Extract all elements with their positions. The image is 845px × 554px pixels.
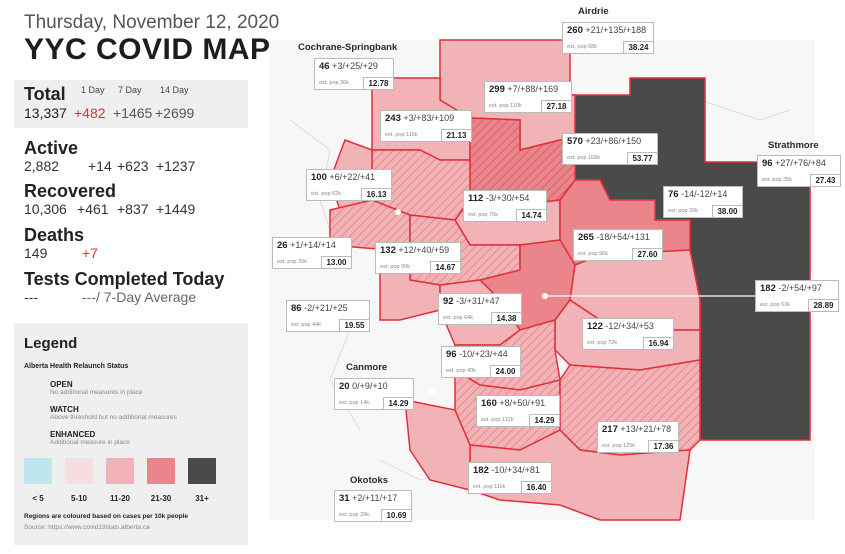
tests-7day-average: ---/ 7-Day Average <box>82 289 197 305</box>
region-label-far-south: 182 -10/+34/+81 est. pop 111k 16.40 <box>468 462 552 494</box>
deaths-label: Deaths <box>24 225 85 245</box>
total-7day-value: +1465 <box>113 105 153 121</box>
town-strathmore: Strathmore <box>768 140 819 151</box>
deaths-value: 149 <box>24 245 48 261</box>
region-label-nw-north: 299 +7/+88/+169 est. pop 110k 27.18 <box>484 81 572 113</box>
legend-note: Regions are coloured based on cases per … <box>24 513 189 520</box>
legend-enhanced-desc: Additional measure in place <box>50 439 130 446</box>
col-14day-header: 14 Day <box>160 85 189 95</box>
region-label-chestermere: 182 -2/+54/+97 est. pop 63k 28.89 <box>755 280 839 312</box>
legend-color-5-10 <box>65 458 93 484</box>
legend-status-title: Alberta Health Relaunch Status <box>24 363 129 370</box>
report-date: Thursday, November 12, 2020 <box>24 12 280 33</box>
region-label-west-bragg: 26 +1/+14/+14 est. pop 20k 13.00 <box>272 237 352 269</box>
legend-cat-lt5: < 5 <box>32 494 44 503</box>
region-label-se-east: 122 -12/+34/+53 est. pop 72k 16.94 <box>582 318 674 350</box>
legend-enhanced-label: ENHANCED <box>50 430 96 439</box>
region-label-bearspaw: 100 +6/+22/+41 est. pop 62k 16.13 <box>306 169 392 201</box>
region-far-south <box>469 429 691 521</box>
region-label-west-bow: 132 +12/+40/+59 est. pop 90k 14.67 <box>375 242 461 274</box>
recovered-label: Recovered <box>24 181 117 201</box>
town-airdrie: Airdrie <box>578 6 609 17</box>
region-label-airdrie: 260 +21/+135/+188 est. pop 68k 38.24 <box>562 22 654 54</box>
legend-open-desc: No additional measures in place <box>50 389 143 396</box>
total-14day-value: +2699 <box>155 105 195 121</box>
region-label-nw-west: 243 +3/+83/+109 est. pop 115k 21.13 <box>380 110 472 142</box>
active-14day-value: +1237 <box>156 158 196 174</box>
town-cochrane: Cochrane-Springbank <box>298 42 398 53</box>
region-label-upper-ne: 265 -18/+54/+131 est. pop 96k 27.60 <box>573 229 663 261</box>
city-centre-marker <box>542 293 548 299</box>
legend-cat-21-30: 21-30 <box>150 494 172 503</box>
region-label-ne-east: 76 -14/-12/+14 est. pop 20k 38.00 <box>663 186 743 218</box>
region-label-nw-inner: 112 -3/+30/+54 est. pop 76k 14.74 <box>463 190 547 222</box>
total-label: Total <box>24 84 66 104</box>
region-label-cochrane: 46 +3/+25/+29 est. pop 36k 12.78 <box>314 58 394 90</box>
legend-open-label: OPEN <box>50 380 73 389</box>
region-label-sw-south: 160 +8/+50/+91 est. pop 112k 14.29 <box>476 395 560 427</box>
region-label-okotoks: 31 +2/+11/+17 est. pop 29k 10.69 <box>334 490 412 522</box>
region-label-se-south: 217 +13/+21/+78 est. pop 125k 17.36 <box>597 421 679 453</box>
legend-color-lt5 <box>24 458 52 484</box>
tests-value: --- <box>24 289 38 305</box>
legend-color-31plus <box>188 458 216 484</box>
active-value: 2,882 <box>24 158 60 174</box>
town-okotoks: Okotoks <box>350 475 389 486</box>
col-1day-header: 1 Day <box>81 85 105 95</box>
recovered-14day-value: +1449 <box>156 201 196 217</box>
legend-watch-label: WATCH <box>50 405 79 414</box>
total-1day-value: +482 <box>74 105 106 121</box>
col-7day-header: 7 Day <box>118 85 142 95</box>
tests-label: Tests Completed Today <box>24 269 225 289</box>
canmore-marker <box>429 389 435 395</box>
legend-cat-5-10: 5-10 <box>70 494 87 503</box>
legend-panel: Legend Alberta Health Relaunch Status OP… <box>14 323 248 545</box>
legend-cat-31plus: 31+ <box>195 494 209 503</box>
region-label-ne-north: 570 +23/+86/+150 est. pop 106k 53.77 <box>562 133 658 165</box>
active-7day-value: +623 <box>117 158 149 174</box>
legend-color-21-30 <box>147 458 175 484</box>
region-label-elbow: 96 -10/+23/+44 est. pop 40k 24.00 <box>441 346 521 378</box>
legend-color-11-20 <box>106 458 134 484</box>
totals-panel: Total 13,337 1 Day 7 Day 14 Day +482 +14… <box>14 80 248 128</box>
okotoks-marker <box>412 470 418 476</box>
recovered-7day-value: +837 <box>117 201 149 217</box>
active-1day-value: +14 <box>88 158 112 174</box>
town-canmore: Canmore <box>346 362 388 373</box>
legend-source: Source: https://www.covid19stats.alberta… <box>24 524 150 531</box>
total-value: 13,337 <box>24 105 67 121</box>
deaths-1day-value: +7 <box>82 245 98 261</box>
recovered-1day-value: +461 <box>77 201 109 217</box>
region-label-strathmore: 96 +27/+76/+84 est. pop 35k 27.43 <box>757 155 841 187</box>
legend-watch-desc: Above threshold but no additional measur… <box>50 414 177 421</box>
legend-title: Legend <box>24 335 78 352</box>
active-label: Active <box>24 138 79 158</box>
page-title: YYC COVID MAP <box>24 33 271 66</box>
cochrane-marker <box>395 209 401 215</box>
region-label-sw-west: 86 -2/+21/+25 est. pop 44k 19.55 <box>286 300 370 332</box>
region-label-canmore: 20 0/+9/+10 est. pop 14k 14.29 <box>334 378 414 410</box>
recovered-value: 10,306 <box>24 201 67 217</box>
legend-cat-11-20: 11-20 <box>109 494 131 503</box>
region-label-centre: 92 -3/+31/+47 est. pop 64k 14.38 <box>438 293 522 325</box>
